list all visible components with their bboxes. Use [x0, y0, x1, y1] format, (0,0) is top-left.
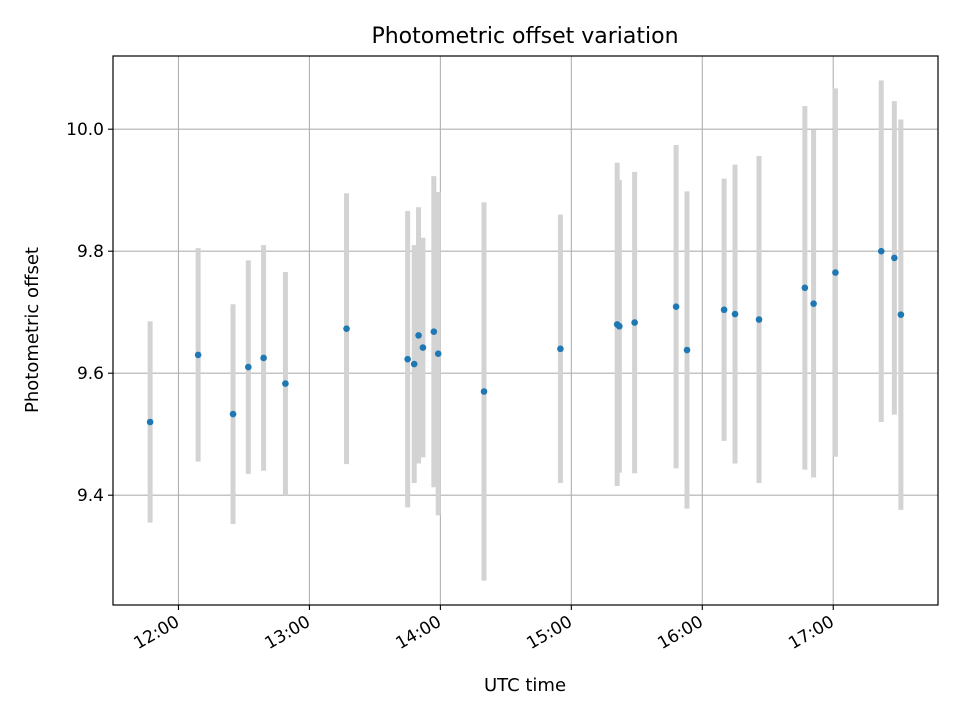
- y-tick-label: 9.8: [77, 242, 104, 262]
- error-bars: [147, 80, 904, 581]
- data-point: [683, 346, 691, 354]
- data-point: [832, 269, 839, 276]
- data-point: [404, 355, 411, 363]
- data-point: [810, 300, 817, 307]
- data-point: [229, 410, 237, 418]
- data-point: [616, 322, 623, 330]
- data-point: [419, 344, 427, 351]
- y-tick-label: 9.6: [77, 364, 104, 384]
- x-axis-label: UTC time: [484, 675, 566, 696]
- data-point: [245, 363, 252, 371]
- data-point: [672, 303, 680, 311]
- x-tick-label: 15:00: [523, 612, 575, 654]
- x-tick-label: 14:00: [392, 612, 444, 654]
- x-tick-label: 13:00: [261, 612, 313, 654]
- data-point: [415, 332, 422, 339]
- x-tick-label: 12:00: [131, 612, 183, 654]
- x-axis: 12:00 13:00 14:00 15:00 16:00 17:00: [131, 605, 838, 654]
- data-point: [260, 354, 267, 362]
- data-point: [146, 418, 154, 426]
- data-point: [410, 360, 418, 368]
- data-point: [194, 351, 202, 359]
- chart-title: Photometric offset variation: [371, 24, 678, 49]
- data-point: [434, 350, 442, 357]
- data-point: [720, 306, 728, 314]
- data-points: [146, 247, 905, 426]
- x-tick-label: 16:00: [654, 612, 706, 654]
- data-point: [801, 284, 809, 292]
- plot-frame: [112, 55, 939, 606]
- data-point: [557, 345, 564, 353]
- data-point: [877, 247, 885, 255]
- data-point: [343, 325, 350, 332]
- y-tick-label: 9.4: [77, 486, 104, 506]
- x-tick-label: 17:00: [785, 612, 837, 654]
- data-point: [755, 316, 763, 323]
- y-axis: 9.4 9.6 9.8 10.0: [66, 120, 113, 506]
- y-tick-label: 10.0: [66, 120, 104, 140]
- data-point: [480, 388, 488, 395]
- data-point: [631, 319, 638, 326]
- data-point: [897, 311, 905, 318]
- y-axis-label: Photometric offset: [22, 247, 43, 413]
- data-point: [282, 380, 289, 387]
- data-point: [891, 254, 898, 262]
- data-point: [430, 328, 438, 336]
- data-point: [731, 310, 739, 318]
